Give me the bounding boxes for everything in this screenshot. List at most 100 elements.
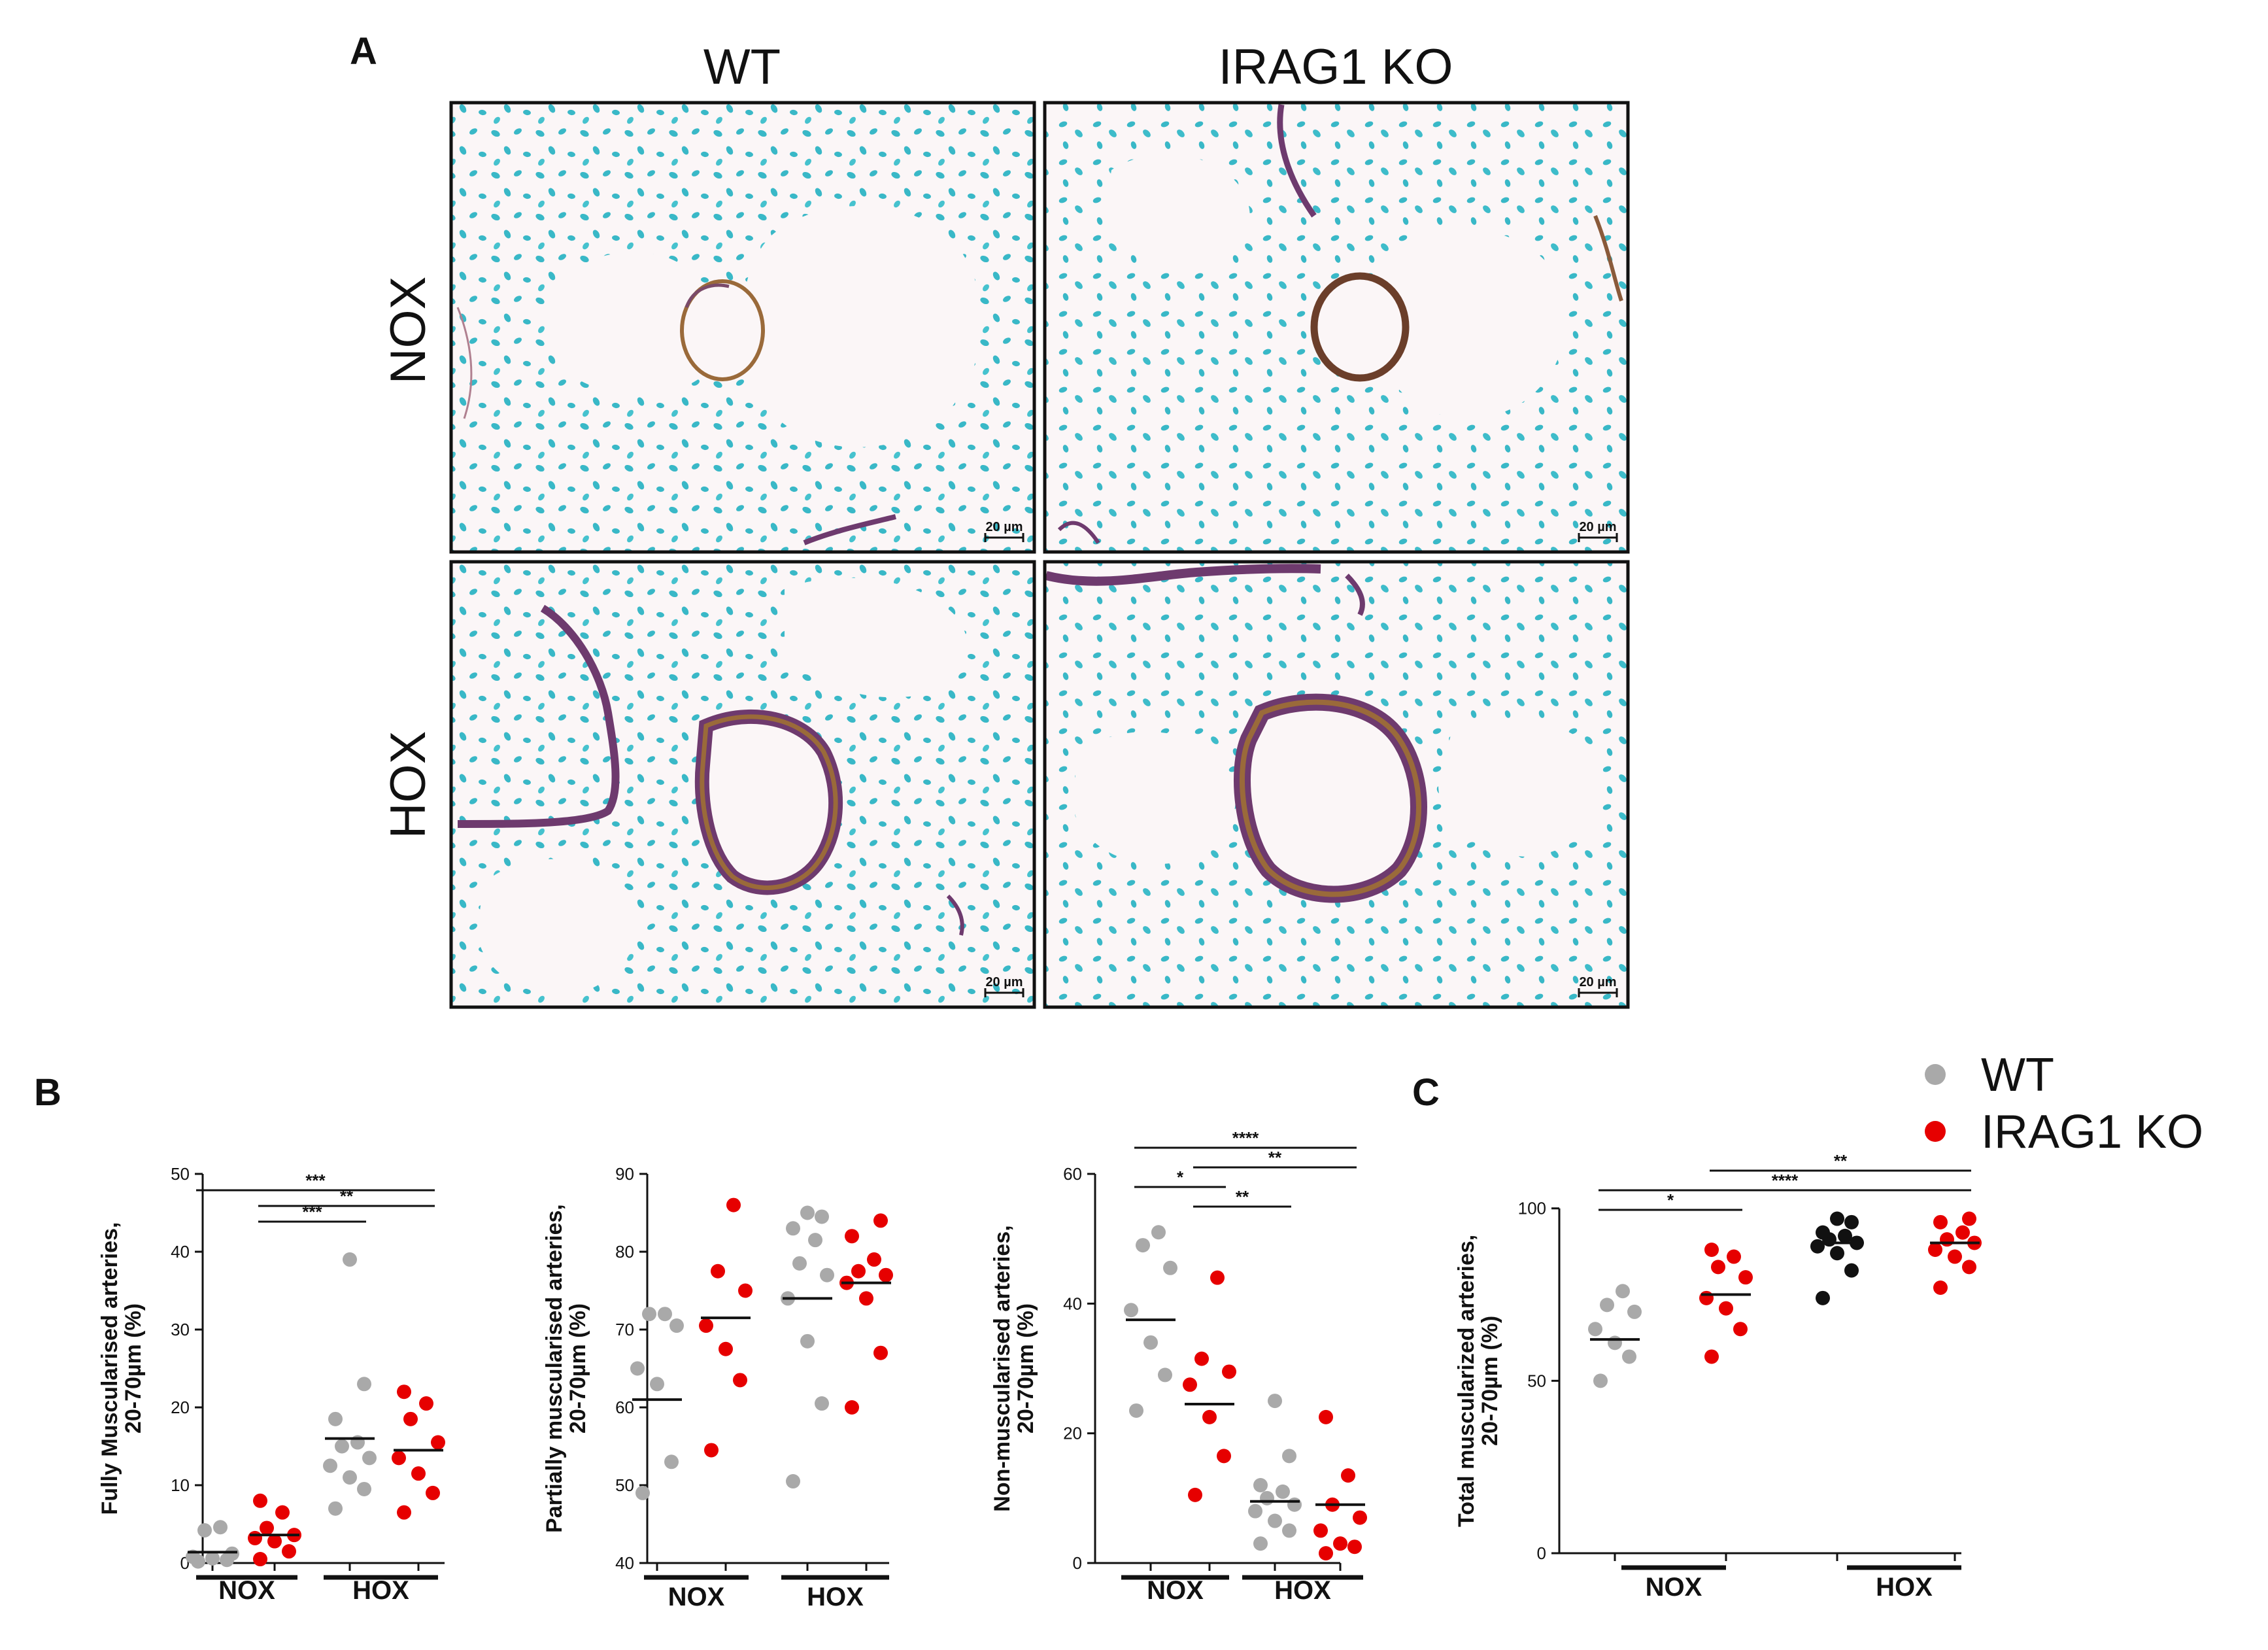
y-tick-label: 80 (615, 1242, 634, 1262)
data-point (1844, 1263, 1859, 1278)
legend-label-wt: WT (1981, 1049, 2054, 1101)
data-point (815, 1209, 829, 1224)
data-point (1838, 1228, 1852, 1243)
y-tick-label: 0 (1537, 1543, 1546, 1563)
data-point (1704, 1243, 1719, 1257)
micrograph-ko-hox (1045, 562, 1628, 1007)
data-point (1163, 1260, 1177, 1275)
y-tick-label: 40 (1063, 1294, 1082, 1313)
data-point (1844, 1214, 1859, 1229)
data-point (1319, 1546, 1333, 1561)
data-point (1928, 1243, 1942, 1257)
micrograph-wt-nox (451, 103, 1034, 552)
column-label-wt: WT (703, 39, 781, 95)
y-axis-title-line2: 20-70µm (%) (1013, 1303, 1038, 1434)
data-point (431, 1435, 445, 1450)
micrograph-ko-nox (1045, 103, 1628, 552)
data-point (1955, 1225, 1970, 1240)
data-point (664, 1454, 679, 1470)
data-point (1719, 1301, 1733, 1316)
data-point (328, 1501, 343, 1516)
data-point (1704, 1349, 1719, 1364)
data-point (650, 1377, 664, 1392)
data-point (1816, 1290, 1830, 1305)
data-point (630, 1361, 645, 1376)
scale-bar-label: 20 µm (985, 520, 1023, 534)
data-point (726, 1197, 741, 1212)
y-axis-title-line1: Non-muscularised arteries, (990, 1225, 1015, 1511)
column-label-irag1-ko: IRAG1 KO (1219, 39, 1453, 95)
group-label-hox: HOX (352, 1576, 409, 1605)
group-label-hox: HOX (807, 1583, 864, 1611)
data-point (1260, 1490, 1274, 1505)
data-point (1711, 1260, 1725, 1275)
y-tick-label: 40 (615, 1553, 634, 1573)
data-point (1940, 1232, 1954, 1247)
y-axis-title-line1: Partially muscularised arteries, (542, 1204, 567, 1533)
data-point (1727, 1249, 1741, 1264)
group-label-nox: NOX (668, 1583, 725, 1611)
scale-bar-label: 20 µm (985, 975, 1023, 989)
scale-bar-ko-nox: 20 µm (1578, 520, 1618, 542)
data-point (419, 1396, 433, 1411)
data-point (267, 1534, 282, 1549)
row-label-hox: HOX (381, 731, 436, 839)
data-point (1933, 1214, 1948, 1229)
data-point (820, 1267, 834, 1282)
data-point (1588, 1322, 1602, 1337)
data-point (1268, 1513, 1282, 1528)
data-point (397, 1505, 411, 1520)
panel-b-letter: B (34, 1071, 61, 1114)
group-label-nox: NOX (218, 1576, 275, 1605)
legend-label-irag1-ko: IRAG1 KO (1981, 1106, 2203, 1158)
significance-label: ** (1236, 1187, 1249, 1207)
data-point (1158, 1367, 1172, 1383)
significance-label: **** (1772, 1171, 1799, 1190)
data-point (642, 1307, 656, 1322)
scale-bar-label: 20 µm (1579, 520, 1616, 534)
data-point (786, 1221, 800, 1236)
significance-label: ** (1834, 1151, 1848, 1171)
data-point (1816, 1225, 1830, 1240)
scale-bar-wt-nox: 20 µm (984, 520, 1024, 542)
data-point (859, 1291, 873, 1306)
data-point (343, 1252, 357, 1267)
micrograph-frame-wt-hox (449, 560, 1036, 1009)
significance-label: *** (305, 1171, 326, 1190)
chart-partially-muscularised: 40 50 60 70 80 90 Partially muscularised arter… (542, 1164, 893, 1611)
data-point (845, 1229, 859, 1244)
data-point (253, 1493, 267, 1508)
data-point (1210, 1270, 1225, 1285)
significance-label: * (1667, 1190, 1674, 1210)
y-tick-label: 60 (1063, 1164, 1082, 1184)
data-point (1136, 1238, 1150, 1253)
data-point (1253, 1536, 1268, 1551)
data-point (1282, 1449, 1296, 1464)
y-tick-label: 20 (171, 1398, 190, 1417)
data-point (815, 1396, 829, 1411)
data-point (1616, 1284, 1630, 1299)
data-point (1341, 1468, 1355, 1483)
data-point (1738, 1270, 1753, 1285)
data-point (323, 1458, 337, 1473)
y-tick-label: 100 (1518, 1199, 1546, 1218)
data-point (1830, 1211, 1844, 1226)
data-point (873, 1213, 888, 1228)
data-point (669, 1318, 684, 1333)
group-label-nox: NOX (1147, 1576, 1204, 1605)
data-point (1699, 1290, 1714, 1305)
y-tick-label: 50 (1527, 1371, 1546, 1390)
data-point (205, 1551, 220, 1566)
data-point (1333, 1536, 1347, 1551)
significance-label: ** (340, 1186, 354, 1206)
data-point (851, 1263, 866, 1279)
data-point (1253, 1478, 1268, 1492)
data-point (800, 1205, 815, 1220)
data-point (1276, 1484, 1290, 1499)
legend-marker-wt (1925, 1064, 1946, 1085)
significance-label: ** (1268, 1148, 1282, 1167)
data-point (357, 1481, 371, 1496)
data-point (1622, 1349, 1636, 1364)
micrograph-frame-ko-hox (1043, 560, 1630, 1009)
